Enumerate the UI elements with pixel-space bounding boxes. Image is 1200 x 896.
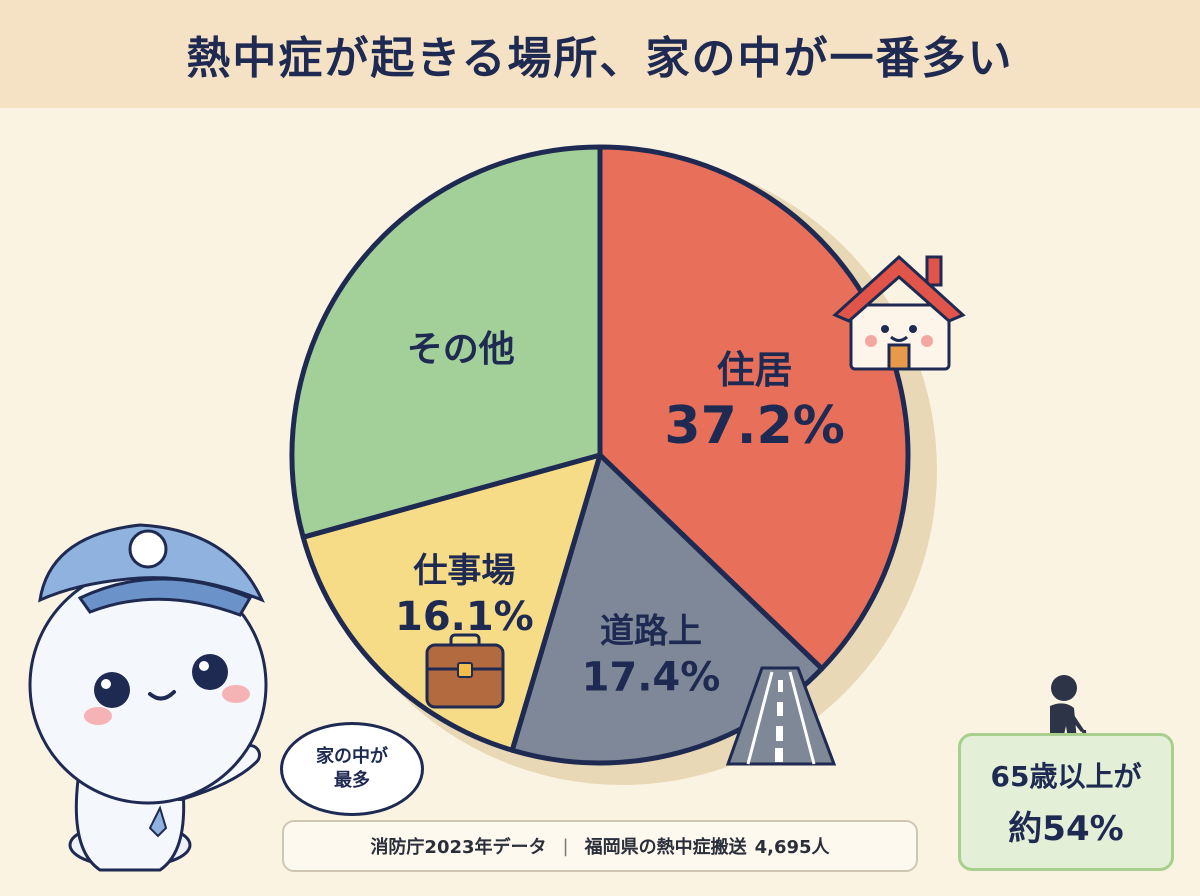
source-text: 消防庁2023年データ — [370, 837, 547, 858]
pie-value-1: 17.4% — [582, 654, 721, 700]
subject-text: 福岡県の熱中症搬送 — [584, 837, 747, 858]
count-text: 4,695人 — [754, 837, 830, 858]
title-bar: 熱中症が起きる場所、家の中が一番多い — [0, 0, 1200, 108]
stat-line1: 65歳以上が — [990, 759, 1142, 793]
pie-label-3: その他 — [407, 329, 515, 370]
stat-line2: 約54% — [1008, 808, 1124, 849]
source-note: 消防庁2023年データ | 福岡県の熱中症搬送 4,695人 — [282, 820, 918, 872]
note-separator: | — [562, 835, 569, 857]
speech-bubble-line1: 家の中が — [316, 746, 388, 767]
house-icon — [832, 254, 966, 371]
road-icon — [725, 666, 837, 766]
pie-label-2: 仕事場 — [413, 551, 515, 591]
pie-value-2: 16.1% — [395, 594, 534, 640]
mascot-character — [28, 523, 268, 872]
elderly-stat-box: 65歳以上が 約54% — [958, 733, 1174, 871]
speech-bubble-line2: 最多 — [334, 770, 370, 791]
pie-label-1: 道路上 — [600, 611, 702, 651]
page-title: 熱中症が起きる場所、家の中が一番多い — [186, 33, 1014, 84]
pie-slice-2 — [300, 452, 603, 753]
briefcase-icon — [425, 633, 505, 709]
pie-label-0: 住居 — [717, 348, 793, 392]
speech-bubble: 家の中が 最多 — [280, 722, 424, 816]
pie-value-0: 37.2% — [664, 396, 844, 456]
pie-slices — [289, 144, 911, 766]
pie-slice-3 — [289, 144, 603, 540]
